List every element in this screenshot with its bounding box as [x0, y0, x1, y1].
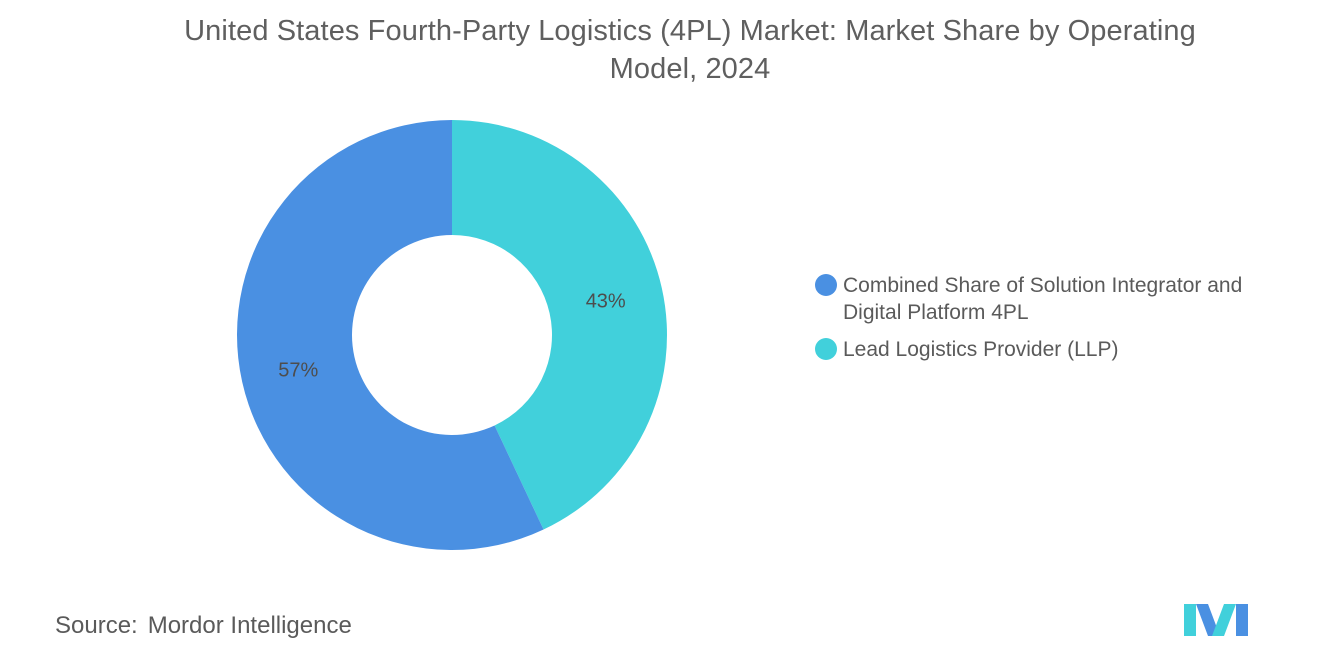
- source-value: Mordor Intelligence: [147, 612, 352, 639]
- legend-label-llp: Lead Logistics Provider (LLP): [843, 338, 1119, 361]
- legend-item-llp[interactable]: Lead Logistics Provider (LLP): [815, 336, 1305, 363]
- chart-title-line-1: United States Fourth-Party Logistics (4P…: [184, 15, 1196, 47]
- legend-marker-combined-share: [815, 274, 837, 296]
- donut-slice-llp[interactable]: [452, 120, 667, 530]
- source-note: Source: Mordor Intelligence: [55, 612, 352, 640]
- donut-slices: [236, 120, 667, 551]
- legend-marker-llp: [815, 338, 837, 360]
- slice-label-llp: 43%: [586, 291, 626, 313]
- legend-label-line-2: Digital Platform 4PL: [843, 301, 1029, 324]
- chart-title: United States Fourth-Party Logistics (4P…: [110, 12, 1270, 88]
- source-label: Source:: [55, 612, 138, 639]
- legend-label-line-1: Combined Share of Solution Integrator an…: [843, 274, 1243, 297]
- chart-legend: Combined Share of Solution Integrator an…: [815, 272, 1305, 373]
- donut-slice-labels: 43% 57%: [278, 291, 626, 382]
- chart-title-line-2: Model, 2024: [609, 53, 771, 85]
- slice-label-combined-share: 57%: [278, 359, 318, 381]
- mordor-intelligence-logo-icon: [1184, 604, 1248, 636]
- legend-item-combined-share[interactable]: Combined Share of Solution Integrator an…: [815, 272, 1305, 326]
- legend-label-combined-share: Combined Share of Solution Integrator an…: [843, 272, 1242, 326]
- donut-slice-combined-share[interactable]: [236, 120, 544, 551]
